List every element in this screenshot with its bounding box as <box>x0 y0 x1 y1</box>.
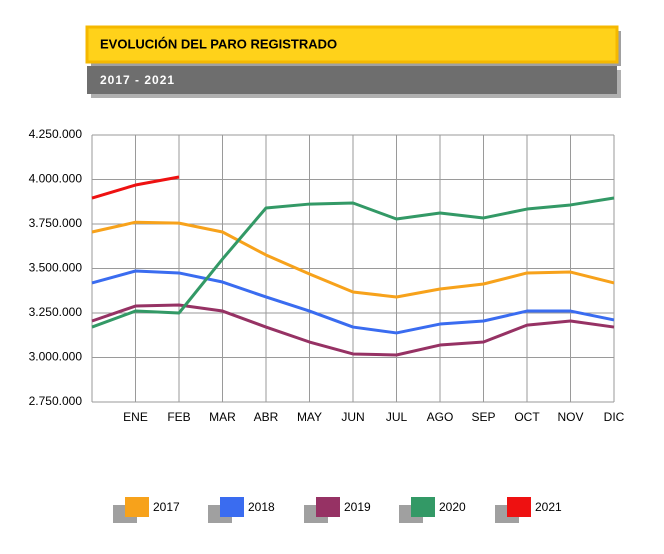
series-line <box>91 303 615 357</box>
x-tick-label: JUN <box>341 410 364 424</box>
x-tick-label: SEP <box>471 410 495 424</box>
x-tick-label: MAR <box>209 410 236 424</box>
x-tick-label: ENE <box>123 410 148 424</box>
x-tick-label: JUL <box>386 410 408 424</box>
series-line <box>91 175 180 200</box>
legend-label: 2017 <box>153 500 180 514</box>
x-tick-label: DIC <box>604 410 625 424</box>
subtitle-box <box>87 66 617 94</box>
series-line <box>91 220 615 299</box>
legend-swatch <box>316 497 340 517</box>
x-tick-label: NOV <box>557 410 583 424</box>
chart-title: EVOLUCIÓN DEL PARO REGISTRADO <box>100 36 337 51</box>
legend-swatch <box>411 497 435 517</box>
legend-label: 2020 <box>439 500 466 514</box>
title-box <box>85 25 619 64</box>
series-line <box>91 269 615 335</box>
legend-label: 2018 <box>248 500 275 514</box>
y-tick-label: 4.000.000 <box>29 172 83 186</box>
y-tick-label: 3.250.000 <box>29 305 83 319</box>
legend-swatch <box>125 497 149 517</box>
legend-swatch <box>220 497 244 517</box>
x-tick-label: AGO <box>427 410 454 424</box>
series-line <box>91 196 615 329</box>
x-tick-label: MAY <box>297 410 322 424</box>
y-tick-label: 3.500.000 <box>29 261 83 275</box>
legend-label: 2019 <box>344 500 371 514</box>
x-tick-label: FEB <box>167 410 190 424</box>
x-tick-label: OCT <box>514 410 540 424</box>
y-tick-label: 4.250.000 <box>29 127 83 141</box>
y-tick-label: 2.750.000 <box>29 394 83 408</box>
chart-subtitle: 2017 - 2021 <box>100 73 175 87</box>
legend-swatch <box>507 497 531 517</box>
x-tick-label: ABR <box>254 410 279 424</box>
y-tick-label: 3.750.000 <box>29 216 83 230</box>
legend-label: 2021 <box>535 500 562 514</box>
y-tick-label: 3.000.000 <box>29 350 83 364</box>
